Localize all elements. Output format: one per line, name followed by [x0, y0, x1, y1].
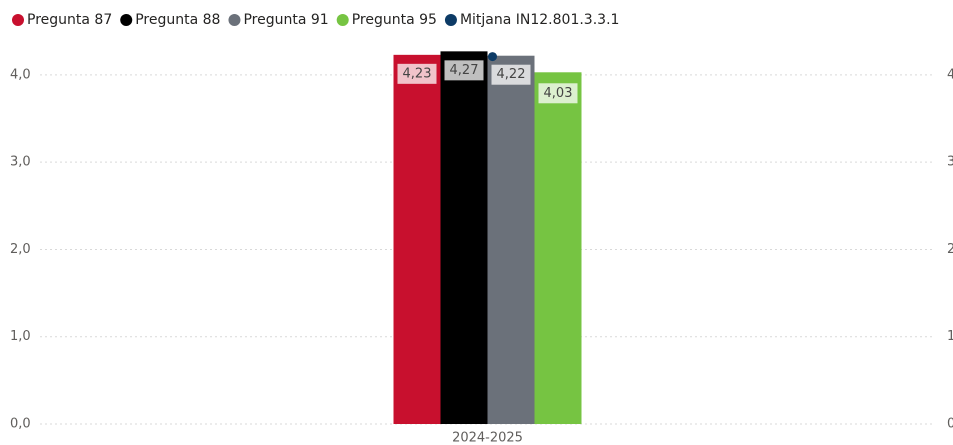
data-label-bg [444, 60, 484, 81]
bar [487, 55, 535, 424]
data-label-group: 4,03 [538, 83, 578, 104]
x-tick-label: 2024-2025 [452, 431, 523, 445]
y-tick-label: 3,0 [10, 155, 31, 170]
legend-label: Mitjana IN12.801.3.3.1 [460, 12, 620, 28]
y2-tick-label: 2 [947, 242, 953, 257]
legend-label: Pregunta 95 [352, 12, 437, 28]
legend-swatch [444, 14, 457, 26]
data-label-group: 4,27 [444, 60, 484, 81]
y2-tick-label: 1 [947, 329, 953, 344]
y-tick-label: 1,0 [10, 329, 31, 344]
legend-swatch [12, 14, 24, 26]
legend-label: Pregunta 87 [27, 12, 112, 28]
y2-tick-label: 0 [947, 417, 953, 432]
data-label: 4,27 [450, 63, 479, 78]
y-tick-label: 4,0 [10, 67, 31, 82]
bar [534, 72, 582, 425]
bar [440, 51, 488, 424]
data-label-bg [397, 63, 437, 84]
data-label: 4,23 [403, 66, 432, 81]
legend-swatch [120, 14, 133, 26]
y-tick-label: 0,0 [10, 417, 31, 432]
legend-swatch [228, 14, 241, 26]
line-marker [488, 52, 497, 62]
data-label-group: 4,23 [397, 63, 437, 84]
data-label-bg [538, 83, 578, 104]
legend-label: Pregunta 88 [135, 12, 220, 28]
legend-label: Pregunta 91 [243, 12, 328, 28]
data-label-group: 4,22 [491, 64, 531, 85]
data-label: 4,03 [544, 86, 573, 101]
legend: Pregunta 87 Pregunta 88 Pregunta 91 Pregunt… [12, 12, 619, 28]
y2-tick-label: 4 [947, 67, 953, 82]
data-label-bg [491, 64, 531, 85]
data-label: 4,22 [497, 67, 526, 82]
y2-tick-label: 3 [947, 155, 953, 170]
legend-swatch [336, 14, 349, 26]
y-tick-label: 2,0 [10, 242, 31, 257]
bar [393, 54, 441, 424]
